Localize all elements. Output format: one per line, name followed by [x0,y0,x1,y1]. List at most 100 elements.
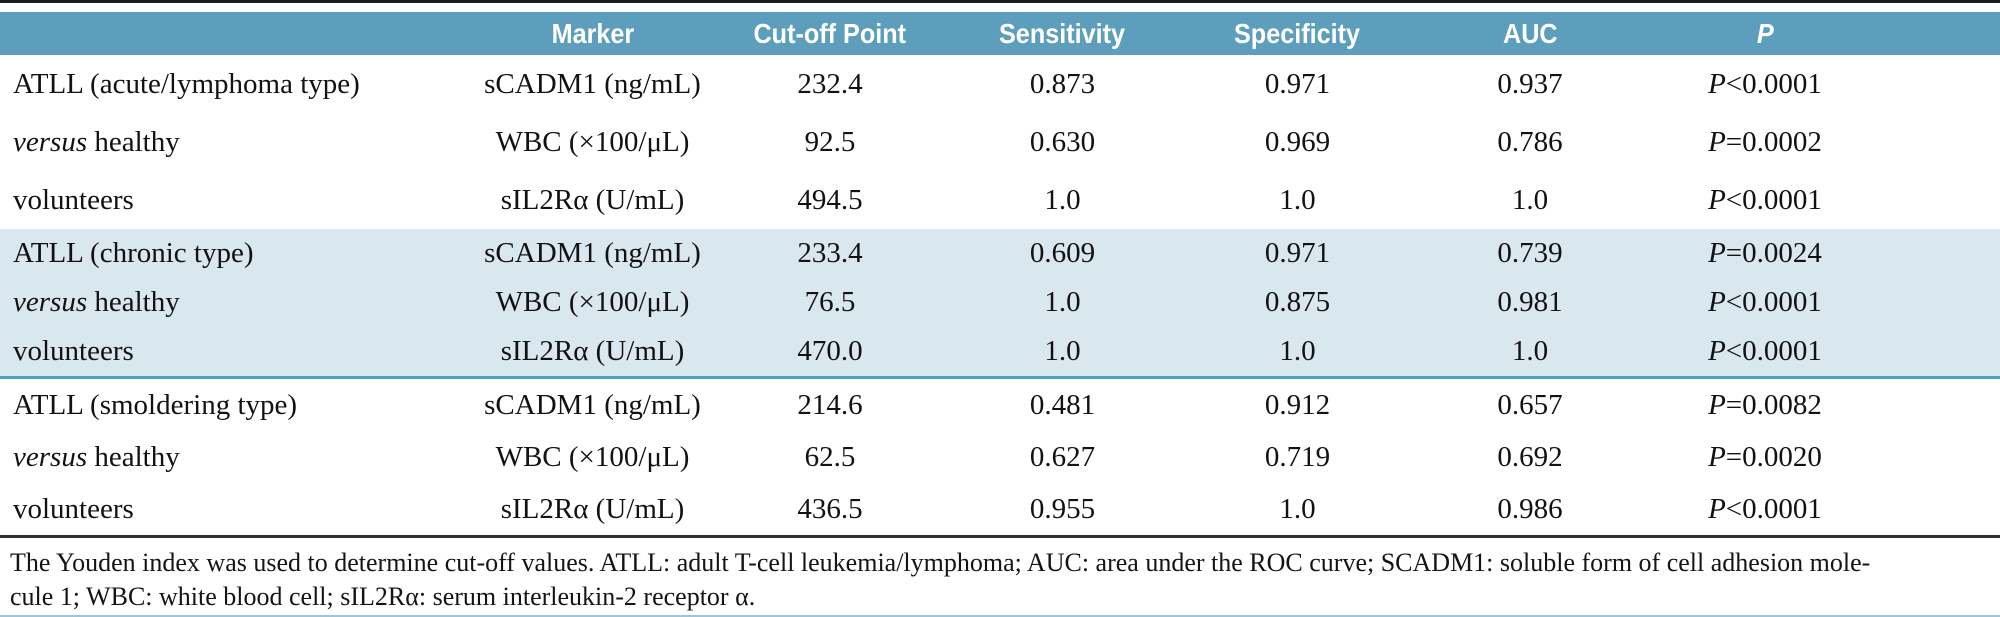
row-label-cell: volunteers [0,171,470,229]
roc-cutoff-table: Marker Cut-off Point Sensitivity Specifi… [0,12,2000,538]
p-cell: P<0.0001 [1645,483,1885,538]
row-label: volunteers [13,335,134,367]
sensitivity-cell: 0.627 [1029,440,1096,473]
auc-cell: 0.981 [1415,278,1645,327]
row-label-cell: volunteers [0,327,470,379]
p-symbol: P [1708,286,1726,318]
row-label: volunteers [13,492,134,525]
col-header-marker: Marker [470,12,715,55]
row-label-cell: versus healthy [0,113,470,171]
bottom-rule [0,615,2000,617]
sensitivity-cell: 0.955 [945,483,1180,538]
table-row: volunteers sIL2Rα (U/mL) 470.0 1.0 1.0 1… [0,327,2000,379]
spacer-cell [1885,483,2000,538]
marker-cell: sCADM1 (ng/mL) [470,229,715,278]
p-value: <0.0001 [1725,183,1822,216]
specificity-cell: 0.971 [1180,229,1415,278]
p-cell: P<0.0001 [1645,278,1885,327]
specificity-cell: 0.912 [1264,388,1331,421]
auc-cell: 0.739 [1415,229,1645,278]
auc-cell: 0.786 [1497,125,1563,158]
row-label: healthy [87,125,180,158]
specificity-cell: 0.969 [1264,125,1331,158]
sensitivity-cell: 0.481 [1029,388,1096,421]
row-label: ATLL (smoldering type) [13,388,298,421]
col-header-cutoff: Cut-off Point [715,12,945,55]
p-value: <0.0001 [1725,67,1822,100]
marker-cell: sIL2Rα (U/mL) [470,483,715,538]
auc-cell: 0.657 [1497,388,1563,421]
cutoff-cell: 76.5 [715,278,945,327]
p-symbol: P [1708,440,1726,473]
top-rule [0,0,2000,3]
spacer-cell [1885,55,2000,113]
sensitivity-cell: 0.630 [1029,125,1096,158]
table-row: versus healthy WBC (×100/μL) 62.5 0.627 … [0,431,2000,483]
spacer-cell [1885,113,2000,171]
col-header-cutoff-label: Cut-off Point [753,17,907,49]
p-symbol: P [1708,183,1726,216]
table-row: volunteers sIL2Rα (U/mL) 436.5 0.955 1.0… [0,483,2000,538]
spacer-cell [1885,171,2000,229]
p-symbol: P [1708,335,1726,367]
sensitivity-cell: 0.609 [945,229,1180,278]
row-label-italic: versus [13,125,88,158]
table-row: ATLL (chronic type) sCADM1 (ng/mL) 233.4… [0,229,2000,278]
table-row: ATLL (acute/lymphoma type) sCADM1 (ng/mL… [0,55,2000,113]
auc-cell: 0.986 [1415,483,1645,538]
marker-cell: WBC (×100/μL) [495,125,690,158]
p-value: <0.0001 [1725,335,1822,367]
p-value: <0.0001 [1725,286,1822,318]
specificity-cell: 1.0 [1180,483,1415,538]
spacer-cell [1885,378,2000,432]
row-label-cell: ATLL (smoldering type) [0,378,470,432]
table-body: ATLL (acute/lymphoma type) sCADM1 (ng/mL… [0,55,2000,538]
row-label: ATLL (acute/lymphoma type) [13,67,360,100]
col-header-specificity-label: Specificity [1234,17,1361,49]
table-header: Marker Cut-off Point Sensitivity Specifi… [0,12,2000,55]
auc-cell: 1.0 [1511,183,1549,216]
p-value: <0.0001 [1725,492,1822,525]
marker-cell: sIL2Rα (U/mL) [470,327,715,379]
table-row: ATLL (smoldering type) sCADM1 (ng/mL) 21… [0,378,2000,432]
specificity-cell: 0.719 [1264,440,1331,473]
row-label: healthy [87,286,180,318]
p-cell: P=0.0002 [1645,113,1885,171]
p-value: =0.0082 [1725,388,1822,421]
row-label-italic: versus [13,286,88,318]
cutoff-cell: 436.5 [715,483,945,538]
col-header-spacer [1885,12,2000,55]
col-header-sensitivity: Sensitivity [945,12,1180,55]
p-symbol: P [1708,125,1726,158]
sensitivity-cell: 1.0 [945,327,1180,379]
table-footnote: The Youden index was used to determine c… [0,538,2000,614]
cutoff-cell: 232.4 [797,67,863,100]
auc-cell: 0.937 [1497,67,1563,100]
specificity-cell: 1.0 [1180,327,1415,379]
p-cell: P=0.0024 [1645,229,1885,278]
cutoff-cell: 92.5 [804,125,856,158]
marker-cell: sCADM1 (ng/mL) [484,388,701,421]
col-header-p-label: P [1756,17,1774,49]
footnote-line-1: The Youden index was used to determine c… [10,548,1871,577]
p-symbol: P [1708,492,1726,525]
sensitivity-cell: 1.0 [1044,183,1081,216]
col-header-group [0,12,470,55]
row-label: healthy [87,440,180,473]
marker-cell: WBC (×100/μL) [495,440,690,473]
sensitivity-cell: 1.0 [945,278,1180,327]
table-row: versus healthy WBC (×100/μL) 92.5 0.630 … [0,113,2000,171]
header-row: Marker Cut-off Point Sensitivity Specifi… [0,12,2000,55]
cutoff-cell: 470.0 [715,327,945,379]
cutoff-cell: 62.5 [804,440,856,473]
specificity-cell: 1.0 [1279,183,1316,216]
col-header-marker-label: Marker [551,17,634,49]
p-cell: P<0.0001 [1645,171,1885,229]
p-value: =0.0024 [1725,237,1822,269]
p-symbol: P [1708,237,1726,269]
p-value: =0.0020 [1725,440,1822,473]
table-row: versus healthy WBC (×100/μL) 76.5 1.0 0.… [0,278,2000,327]
row-label-cell: versus healthy [0,431,470,483]
row-label-italic: versus [13,440,88,473]
